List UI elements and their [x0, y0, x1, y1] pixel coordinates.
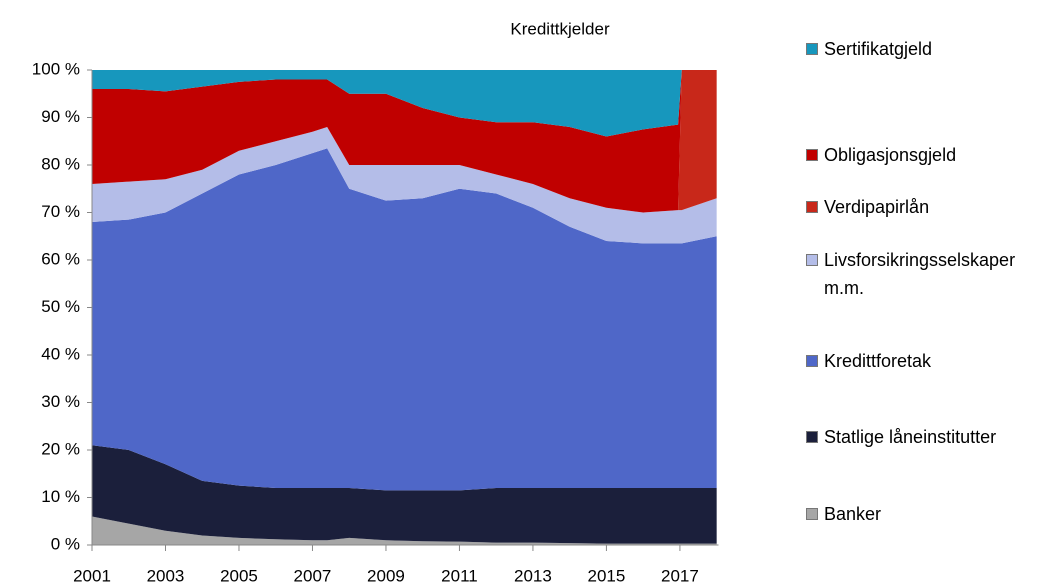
x-tick-label: 2007	[294, 566, 332, 585]
y-tick-label: 40 %	[41, 344, 80, 363]
area	[92, 148, 717, 491]
x-tick-label: 2015	[588, 566, 626, 585]
legend-item: Obligasjonsgjeld	[806, 141, 1046, 169]
legend-swatch	[806, 149, 818, 161]
area	[92, 445, 717, 544]
y-tick-label: 0 %	[51, 534, 80, 553]
x-tick-label: 2009	[367, 566, 405, 585]
area	[92, 127, 717, 244]
legend-item: Verdipapirlån	[806, 193, 1046, 221]
y-tick-label: 90 %	[41, 107, 80, 126]
x-tick-label: 2001	[73, 566, 111, 585]
legend-label: Verdipapirlån	[824, 197, 930, 217]
y-tick-label: 20 %	[41, 439, 80, 458]
legend-item: Banker	[806, 500, 1046, 528]
area	[92, 516, 717, 545]
legend-label: Statlige låneinstitutter	[824, 427, 997, 447]
y-tick-label: 70 %	[41, 202, 80, 221]
legend-label: Sertifikatgjeld	[824, 39, 933, 59]
y-tick-label: 50 %	[41, 297, 80, 316]
legend-swatch	[806, 201, 818, 213]
x-tick-label: 2017	[661, 566, 699, 585]
legend-item: Sertifikatgjeld	[806, 35, 1046, 63]
area	[92, 70, 717, 137]
legend-label: Banker	[824, 504, 882, 524]
legend-item: Livsforsikringsselskaper m.m.	[806, 246, 1046, 302]
area	[92, 70, 717, 213]
legend-label: Livsforsikringsselskaper m.m.	[824, 250, 1016, 298]
legend-item: Statlige låneinstitutter	[806, 423, 1046, 451]
legend-label: Kredittforetak	[824, 351, 932, 371]
legend-swatch	[806, 254, 818, 266]
areas	[92, 70, 717, 545]
y-tick-label: 60 %	[41, 249, 80, 268]
y-tick-label: 10 %	[41, 487, 80, 506]
chart-title: Kredittkjelder	[510, 19, 610, 38]
legend-swatch	[806, 431, 818, 443]
legend-item: Kredittforetak	[806, 347, 1046, 375]
x-tick-label: 2003	[147, 566, 185, 585]
x-tick-label: 2011	[441, 566, 478, 585]
legend-swatch	[806, 43, 818, 55]
legend-swatch	[806, 508, 818, 520]
y-tick-label: 30 %	[41, 392, 80, 411]
legend-label: Obligasjonsgjeld	[824, 145, 957, 165]
y-tick-label: 80 %	[41, 154, 80, 173]
x-tick-label: 2013	[514, 566, 552, 585]
legend-swatch	[806, 355, 818, 367]
x-tick-label: 2005	[220, 566, 258, 585]
y-tick-label: 100 %	[32, 59, 80, 78]
